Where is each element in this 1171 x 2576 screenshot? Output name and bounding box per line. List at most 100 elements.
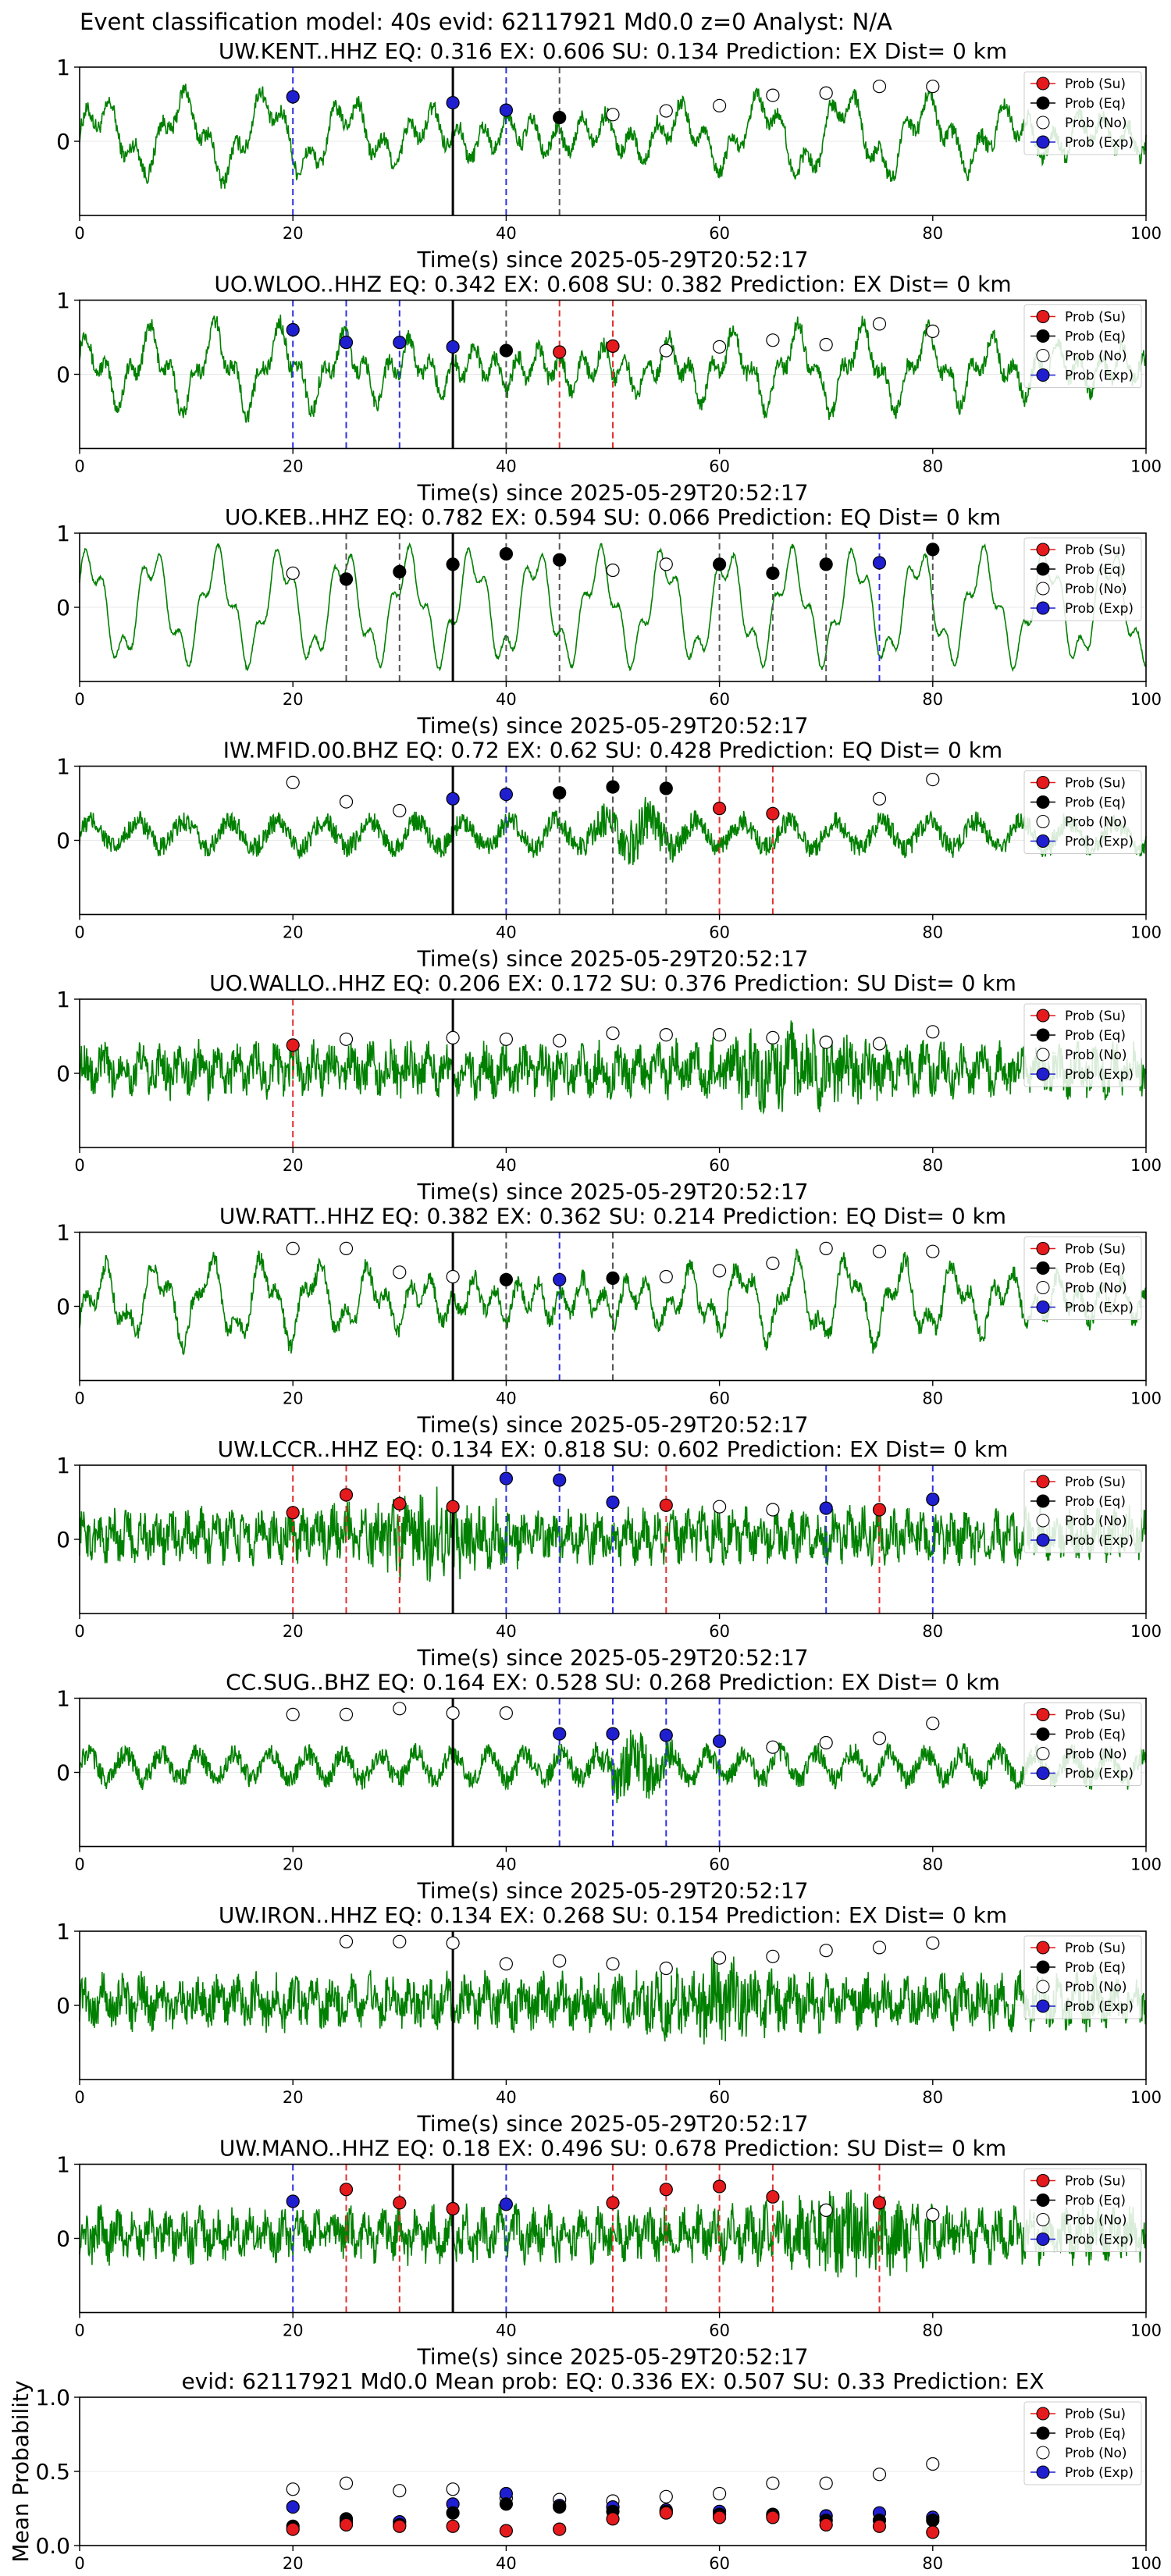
x-axis-label: Time(s) since 2025-05-29T20:52:17 — [416, 1179, 808, 1204]
prob-point-no — [659, 1027, 673, 1042]
prob-point-no — [446, 1030, 460, 1045]
prob-point-eq — [499, 343, 514, 358]
prob-point-exp — [499, 1471, 514, 1485]
prob-point-no — [286, 1707, 300, 1721]
prob-point-no — [286, 775, 300, 790]
prob-point-eq — [819, 557, 833, 571]
legend-label-eq: Prob (Eq) — [1065, 1028, 1126, 1044]
x-tick-label: 80 — [922, 1389, 943, 1408]
legend-label-eq: Prob (Eq) — [1065, 795, 1126, 811]
prob-point-su — [339, 1488, 354, 1502]
x-tick-label: 20 — [283, 2322, 304, 2340]
panel-title: UO.WALLO..HHZ EQ: 0.206 EX: 0.172 SU: 0.… — [209, 970, 1016, 996]
prob-point-no — [819, 337, 833, 352]
prob-point-no — [819, 1241, 833, 1256]
legend-label-exp: Prob (Exp) — [1065, 1999, 1134, 2015]
x-tick-label: 100 — [1130, 1622, 1162, 1641]
panel-title: UW.LCCR..HHZ EQ: 0.134 EX: 0.818 SU: 0.6… — [218, 1436, 1009, 1462]
prob-point-exp — [712, 1735, 727, 1749]
legend-label-su: Prob (Su) — [1065, 1475, 1126, 1490]
x-tick-label: 20 — [283, 923, 304, 942]
x-tick-label: 0 — [74, 2088, 84, 2107]
legend-marker-eq — [1036, 1028, 1050, 1042]
x-axis-label: Time(s) since 2025-05-29T20:52:17 — [416, 2111, 808, 2137]
prob-point-no — [339, 1707, 354, 1721]
prob-point-exp — [553, 1473, 567, 1487]
x-tick-label: 40 — [496, 2554, 517, 2573]
x-tick-label: 20 — [283, 1622, 304, 1641]
x-tick-label: 60 — [709, 1156, 730, 1175]
mean-prob-point-su — [766, 2510, 780, 2524]
x-tick-label: 0 — [74, 1856, 84, 1874]
x-tick-label: 100 — [1130, 2088, 1162, 2107]
mean-prob-point-no — [819, 2476, 833, 2490]
x-tick-label: 40 — [496, 2088, 517, 2107]
x-tick-label: 20 — [283, 1389, 304, 1408]
legend-label-eq: Prob (Eq) — [1065, 1960, 1126, 1976]
x-tick-label: 80 — [922, 457, 943, 476]
prob-point-no — [872, 80, 887, 94]
panel-title: IW.MFID.00.BHZ EQ: 0.72 EX: 0.62 SU: 0.4… — [223, 738, 1002, 763]
panel-title: UW.MANO..HHZ EQ: 0.18 EX: 0.496 SU: 0.67… — [219, 2136, 1006, 2161]
prob-point-eq — [606, 780, 620, 794]
chart-panel-9: UW.IRON..HHZ EQ: 0.134 EX: 0.268 SU: 0.1… — [56, 1902, 1162, 2137]
x-tick-label: 0 — [74, 923, 84, 942]
legend-marker-eq — [1036, 2194, 1050, 2207]
mean-prob-point-su — [286, 2522, 300, 2536]
x-tick-label: 60 — [709, 2322, 730, 2340]
mean-prob-point-su — [499, 2524, 514, 2538]
prob-point-exp — [499, 787, 514, 802]
y-tick-label: 1.0 — [35, 2385, 70, 2411]
x-tick-label: 60 — [709, 1856, 730, 1874]
prob-point-su — [872, 2196, 887, 2210]
prob-point-exp — [606, 1495, 620, 1510]
prob-point-no — [926, 1717, 940, 1731]
y-tick-label: 1 — [56, 1686, 70, 1712]
y-tick-label: 0 — [56, 2226, 70, 2252]
x-tick-label: 40 — [496, 1622, 517, 1641]
mean-prob-point-su — [446, 2519, 460, 2533]
x-tick-label: 80 — [922, 2554, 943, 2573]
x-tick-label: 20 — [283, 457, 304, 476]
legend-label-su: Prob (Su) — [1065, 310, 1126, 326]
mean-prob-point-no — [339, 2476, 354, 2490]
x-tick-label: 20 — [283, 690, 304, 709]
prob-point-su — [712, 802, 727, 816]
mean-prob-point-no — [872, 2467, 887, 2482]
prob-point-su — [606, 339, 620, 353]
legend-label-su: Prob (Su) — [1065, 76, 1126, 92]
x-tick-label: 60 — [709, 690, 730, 709]
prob-point-su — [446, 1500, 460, 1514]
prob-point-exp — [286, 2194, 300, 2208]
prob-point-no — [766, 1256, 780, 1271]
x-tick-label: 100 — [1130, 1389, 1162, 1408]
legend-marker-eq — [1036, 1960, 1050, 1974]
y-tick-label: 0 — [56, 129, 70, 155]
legend-marker-exp — [1036, 2465, 1050, 2479]
prob-point-no — [926, 2208, 940, 2222]
waveform-trace — [79, 1248, 1147, 1356]
legend-marker-eq — [1036, 96, 1050, 110]
legend-label-exp: Prob (Exp) — [1065, 2233, 1134, 2248]
legend-label-eq: Prob (Eq) — [1065, 96, 1126, 112]
x-tick-label: 0 — [74, 2322, 84, 2340]
prob-point-no — [553, 1034, 567, 1048]
prob-point-no — [872, 1244, 887, 1258]
x-tick-label: 20 — [283, 2554, 304, 2573]
chart-panel-11: evid: 62117921 Md0.0 Mean prob: EQ: 0.33… — [8, 2368, 1162, 2573]
legend-box — [1023, 2401, 1142, 2485]
x-tick-label: 100 — [1130, 690, 1162, 709]
prob-point-no — [339, 1934, 354, 1948]
legend-marker-su — [1036, 1708, 1050, 1721]
prob-point-exp — [659, 1728, 673, 1742]
legend-marker-no — [1036, 1281, 1050, 1294]
x-tick-label: 80 — [922, 2322, 943, 2340]
prob-point-exp — [553, 1272, 567, 1286]
y-tick-label: 0.5 — [35, 2459, 70, 2485]
legend-label-su: Prob (Su) — [1065, 1708, 1126, 1724]
legend-marker-no — [1036, 582, 1050, 596]
y-tick-label: 1 — [56, 1220, 70, 1246]
x-tick-label: 40 — [496, 2322, 517, 2340]
x-axis-label: Time(s) since 2025-05-29T20:52:17 — [416, 1878, 808, 1904]
